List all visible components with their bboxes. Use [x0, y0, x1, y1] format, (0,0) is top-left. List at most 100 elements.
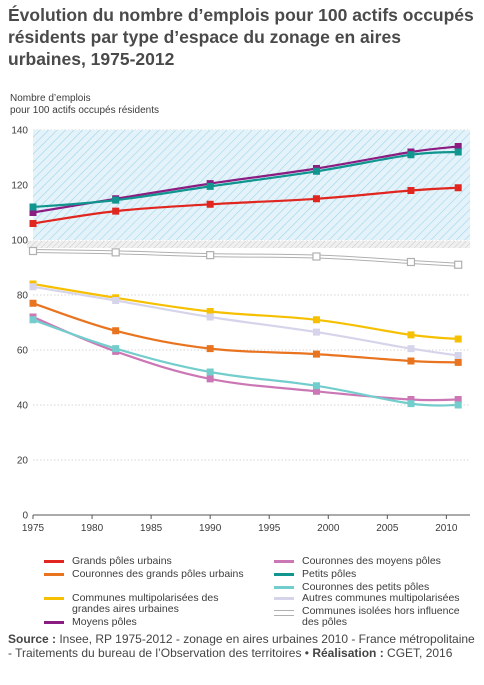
- legend-swatch: [274, 586, 294, 589]
- legend-swatch: [44, 560, 64, 563]
- series-8: [28, 246, 463, 269]
- data-point: [407, 331, 415, 339]
- data-point: [407, 396, 415, 403]
- data-point: [454, 335, 462, 343]
- y-tick-label: 20: [17, 456, 29, 467]
- data-point: [206, 251, 215, 260]
- data-point: [454, 260, 463, 269]
- y-tick-label: 100: [11, 236, 28, 247]
- data-point: [112, 345, 120, 353]
- shaded-band: [33, 130, 470, 240]
- series-line: [32, 282, 459, 341]
- legend-item: Couronnes des grands pôles urbains: [44, 569, 244, 580]
- data-point: [312, 350, 320, 358]
- data-point: [112, 196, 120, 204]
- legend-label: Communes multipolarisées des grandes air…: [72, 592, 219, 615]
- data-point: [29, 283, 37, 291]
- x-tick-label: 1985: [140, 523, 163, 534]
- data-point: [312, 387, 320, 395]
- legend-swatch: [274, 610, 294, 616]
- series-6: [29, 316, 462, 409]
- data-point: [112, 297, 120, 304]
- data-point: [407, 345, 415, 353]
- x-tick-label: 1995: [258, 523, 281, 534]
- data-point: [206, 313, 214, 321]
- data-point: [206, 200, 214, 208]
- data-point: [29, 220, 37, 227]
- data-point: [454, 401, 462, 409]
- series-0: [29, 184, 462, 227]
- shaded-band-rect: [33, 130, 470, 240]
- data-point: [454, 396, 462, 403]
- data-point: [111, 248, 120, 257]
- data-point: [454, 143, 462, 150]
- legend-item: Couronnes des moyens pôles: [274, 556, 474, 567]
- data-point: [454, 358, 462, 366]
- x-tick-label: 2010: [435, 523, 458, 534]
- realisation-text: CGET, 2016: [383, 646, 453, 660]
- data-point: [206, 182, 214, 190]
- series-line: [32, 249, 459, 267]
- data-point: [28, 246, 38, 256]
- series-line: [32, 315, 459, 402]
- data-point: [112, 207, 120, 215]
- y-tick-label: 140: [11, 126, 28, 137]
- series-2: [29, 280, 462, 343]
- data-point: [206, 308, 214, 315]
- x-tick-label: 2000: [317, 523, 340, 534]
- data-point: [312, 328, 320, 336]
- source-label: Source :: [8, 632, 57, 646]
- chart-title: Évolution du nombre d’emplois pour 100 a…: [8, 5, 474, 69]
- legend-item: Communes multipolarisées des grandes air…: [44, 593, 244, 615]
- x-tick-label: 1975: [22, 523, 45, 534]
- series-7: [29, 283, 462, 359]
- x-tick-label: 1980: [81, 523, 104, 534]
- source-text: Insee, RP 1975-2012 - zonage en aires ur…: [8, 632, 475, 660]
- y-axis-title-line1: Nombre d’emplois: [10, 93, 91, 104]
- legend-item: Autres communes multipolarisées: [274, 593, 474, 604]
- legend-swatch: [274, 573, 294, 576]
- x-tick-label: 2005: [376, 523, 399, 534]
- data-point: [407, 400, 415, 408]
- y-tick-label: 0: [22, 511, 28, 522]
- data-point: [29, 203, 37, 211]
- y-axis-title: Nombre d’emplois pour 100 actifs occupés…: [10, 93, 159, 117]
- legend-swatch: [44, 621, 64, 624]
- x-tick-label: 1990: [199, 523, 222, 534]
- legend-swatch: [274, 597, 294, 600]
- data-point: [454, 184, 462, 192]
- data-point: [29, 209, 37, 216]
- data-point: [407, 151, 415, 159]
- legend-swatch: [274, 560, 294, 563]
- data-point: [206, 375, 214, 383]
- legend-item: Moyens pôles: [44, 617, 244, 628]
- realisation-label: Réalisation :: [312, 646, 384, 660]
- axes: [27, 241, 470, 519]
- y-tick-label: 60: [17, 346, 29, 357]
- data-point: [29, 299, 37, 307]
- data-point: [112, 327, 120, 335]
- legend-swatch: [44, 597, 64, 600]
- data-point: [206, 368, 214, 376]
- legend-item: Communes isolées hors influence des pôle…: [274, 606, 474, 628]
- series-5: [29, 148, 462, 211]
- legend-label: Communes isolées hors influence des pôle…: [302, 605, 460, 628]
- data-point: [312, 195, 320, 203]
- series-1: [29, 299, 462, 366]
- y-axis-title-line2: pour 100 actifs occupés résidents: [10, 105, 159, 116]
- legend-label: Couronnes des petits pôles: [302, 581, 430, 593]
- legend-swatch: [44, 573, 64, 576]
- legend-item: Grands pôles urbains: [44, 556, 244, 567]
- data-point: [406, 257, 416, 267]
- legend-label: Couronnes des moyens pôles: [302, 555, 441, 567]
- data-point: [312, 252, 321, 261]
- series-lines: [28, 143, 463, 409]
- legend-item: Couronnes des petits pôles: [274, 582, 474, 593]
- legend-item: Petits pôles: [274, 569, 474, 580]
- data-point: [312, 167, 320, 175]
- line-chart: 0 20 40 60 80 100 120 140 1975 1980 1985 1990 1995 20…: [11, 126, 470, 534]
- legend-label: Moyens pôles: [72, 616, 137, 628]
- data-point: [407, 187, 415, 194]
- data-point: [407, 357, 415, 365]
- source-note: Source : Insee, RP 1975-2012 - zonage en…: [8, 632, 478, 660]
